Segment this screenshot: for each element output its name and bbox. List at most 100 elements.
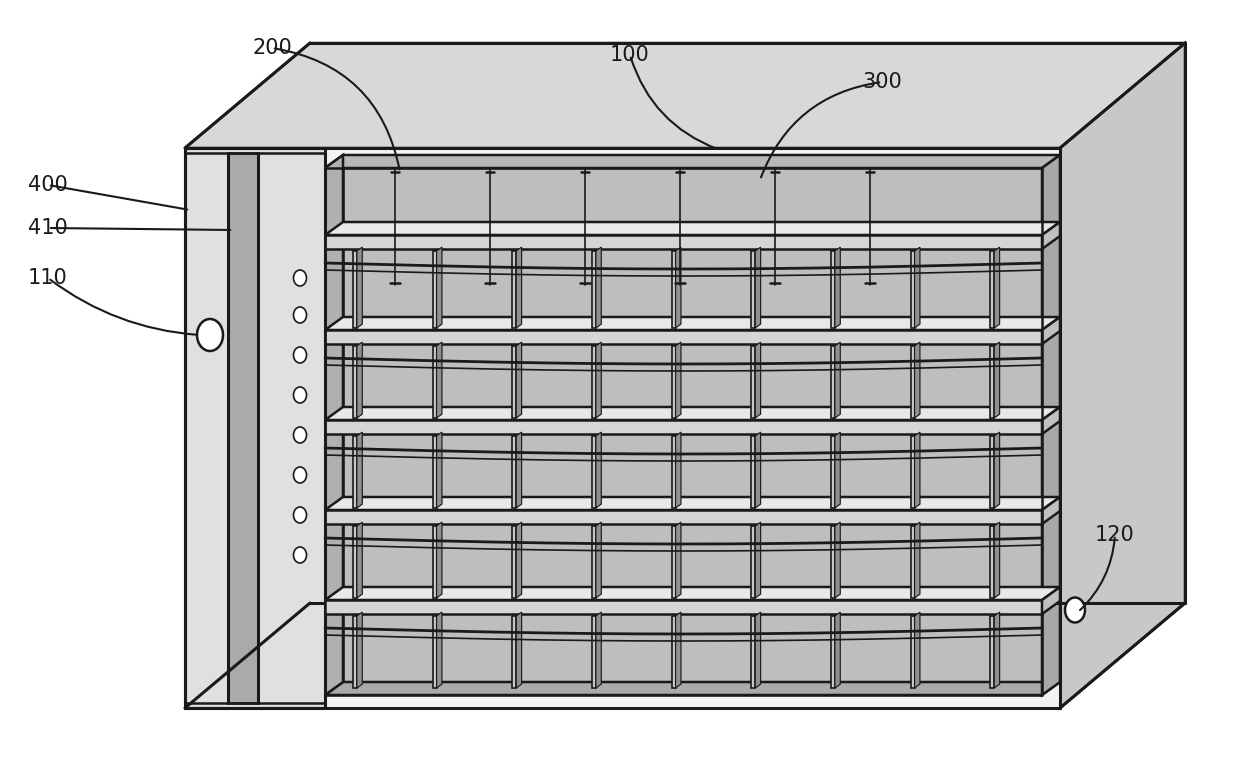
Polygon shape xyxy=(755,432,760,508)
Polygon shape xyxy=(994,247,999,328)
Polygon shape xyxy=(353,616,357,688)
Polygon shape xyxy=(755,247,760,328)
Polygon shape xyxy=(353,526,357,598)
Polygon shape xyxy=(433,251,436,328)
Polygon shape xyxy=(835,612,841,688)
Polygon shape xyxy=(1042,155,1060,695)
Polygon shape xyxy=(994,522,999,598)
Text: 200: 200 xyxy=(252,38,291,58)
Polygon shape xyxy=(755,522,760,598)
Polygon shape xyxy=(676,432,681,508)
Polygon shape xyxy=(228,153,258,703)
Polygon shape xyxy=(325,222,1060,235)
Polygon shape xyxy=(353,251,357,328)
Polygon shape xyxy=(831,526,835,598)
Polygon shape xyxy=(357,342,362,418)
Polygon shape xyxy=(672,616,676,688)
Polygon shape xyxy=(676,342,681,418)
Polygon shape xyxy=(676,522,681,598)
Polygon shape xyxy=(353,346,357,418)
Polygon shape xyxy=(991,616,994,688)
Polygon shape xyxy=(436,612,441,688)
Polygon shape xyxy=(831,251,835,328)
Polygon shape xyxy=(596,247,601,328)
Polygon shape xyxy=(676,612,681,688)
Ellipse shape xyxy=(197,319,223,351)
Polygon shape xyxy=(910,616,915,688)
Polygon shape xyxy=(835,432,841,508)
Polygon shape xyxy=(991,526,994,598)
Polygon shape xyxy=(325,510,1042,524)
Polygon shape xyxy=(672,346,676,418)
Polygon shape xyxy=(835,522,841,598)
Polygon shape xyxy=(910,346,915,418)
Polygon shape xyxy=(516,522,522,598)
Polygon shape xyxy=(991,436,994,508)
Polygon shape xyxy=(831,346,835,418)
Polygon shape xyxy=(751,526,755,598)
Polygon shape xyxy=(1042,317,1060,344)
Polygon shape xyxy=(672,251,676,328)
Polygon shape xyxy=(835,342,841,418)
Polygon shape xyxy=(516,432,522,508)
Polygon shape xyxy=(512,616,516,688)
Polygon shape xyxy=(994,342,999,418)
Polygon shape xyxy=(672,436,676,508)
Ellipse shape xyxy=(294,307,306,323)
Polygon shape xyxy=(991,251,994,328)
Polygon shape xyxy=(185,148,1060,708)
Polygon shape xyxy=(591,616,596,688)
Polygon shape xyxy=(915,432,920,508)
Polygon shape xyxy=(676,247,681,328)
Polygon shape xyxy=(994,612,999,688)
Polygon shape xyxy=(915,342,920,418)
Polygon shape xyxy=(325,155,1060,168)
Polygon shape xyxy=(516,247,522,328)
Polygon shape xyxy=(991,346,994,418)
Ellipse shape xyxy=(294,347,306,363)
Polygon shape xyxy=(325,317,1060,330)
Polygon shape xyxy=(755,612,760,688)
Polygon shape xyxy=(436,247,441,328)
Polygon shape xyxy=(751,616,755,688)
Polygon shape xyxy=(325,330,1042,344)
Ellipse shape xyxy=(1065,598,1085,622)
Polygon shape xyxy=(436,522,441,598)
Polygon shape xyxy=(512,436,516,508)
Polygon shape xyxy=(325,682,1060,695)
Polygon shape xyxy=(1042,222,1060,249)
Polygon shape xyxy=(512,526,516,598)
Polygon shape xyxy=(591,251,596,328)
Polygon shape xyxy=(755,342,760,418)
Polygon shape xyxy=(512,346,516,418)
Polygon shape xyxy=(516,612,522,688)
Polygon shape xyxy=(831,436,835,508)
Text: 110: 110 xyxy=(29,268,68,288)
Polygon shape xyxy=(325,407,1060,420)
Polygon shape xyxy=(596,522,601,598)
Polygon shape xyxy=(751,436,755,508)
Text: 120: 120 xyxy=(1095,525,1135,545)
Text: 400: 400 xyxy=(29,175,68,195)
Text: 410: 410 xyxy=(29,218,68,238)
Polygon shape xyxy=(1060,43,1185,708)
Polygon shape xyxy=(325,497,1060,510)
Polygon shape xyxy=(910,526,915,598)
Polygon shape xyxy=(433,346,436,418)
Polygon shape xyxy=(325,420,1042,434)
Polygon shape xyxy=(915,247,920,328)
Polygon shape xyxy=(835,247,841,328)
Polygon shape xyxy=(353,436,357,508)
Polygon shape xyxy=(672,526,676,598)
Polygon shape xyxy=(591,526,596,598)
Text: 100: 100 xyxy=(610,45,650,65)
Polygon shape xyxy=(751,346,755,418)
Ellipse shape xyxy=(294,547,306,563)
Ellipse shape xyxy=(294,507,306,523)
Polygon shape xyxy=(357,247,362,328)
Polygon shape xyxy=(325,155,343,695)
Polygon shape xyxy=(596,342,601,418)
Polygon shape xyxy=(433,526,436,598)
Polygon shape xyxy=(325,600,1042,614)
Ellipse shape xyxy=(294,427,306,443)
